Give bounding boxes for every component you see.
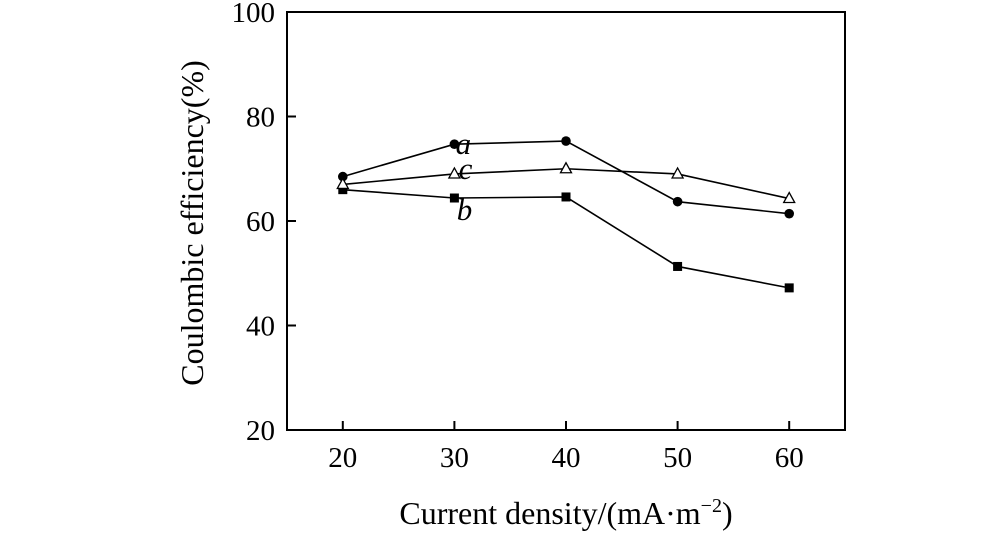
data-point-a	[672, 196, 683, 207]
x-tick-label: 30	[440, 442, 469, 474]
y-tick-label: 20	[246, 415, 275, 447]
series-a: a	[338, 126, 794, 219]
x-axis-title-close: )	[722, 495, 733, 531]
y-tick-label: 40	[246, 311, 275, 343]
series-b: b	[338, 185, 794, 293]
y-tick-label: 60	[246, 206, 275, 238]
data-point-b	[338, 185, 348, 195]
series-label-c: c	[459, 151, 473, 186]
plot-frame	[286, 11, 846, 431]
x-tick-label: 20	[328, 442, 357, 474]
series-label-a: a	[456, 126, 472, 161]
data-point-b	[561, 192, 571, 202]
x-tick-label: 60	[775, 442, 804, 474]
x-axis-title: Current density/(mA·m−2)	[399, 495, 732, 531]
data-point-a	[338, 171, 348, 182]
x-tick-label: 50	[663, 442, 692, 474]
data-point-a	[784, 208, 794, 219]
data-point-b	[673, 261, 683, 271]
y-tick-label: 80	[246, 102, 275, 134]
data-point-b	[449, 193, 459, 203]
plot-border	[286, 11, 846, 431]
data-point-c	[447, 166, 461, 179]
x-tick-label: 40	[552, 442, 581, 474]
x-axis-title-superscript: −2	[701, 495, 722, 517]
data-point-c	[559, 161, 573, 174]
axis-ticks: 20 30 40 50 60 20 40 60 80 100	[232, 0, 804, 474]
data-point-a	[449, 139, 460, 149]
data-point-a	[561, 136, 571, 146]
data-point-c	[671, 166, 685, 179]
series-c: c	[336, 151, 796, 204]
series-label-b: b	[457, 192, 473, 227]
data-point-c	[336, 177, 350, 190]
series-layer: abc	[336, 126, 796, 293]
data-point-b	[784, 283, 794, 293]
y-axis-title: Coulombic efficiency(%)	[174, 60, 210, 386]
data-point-c	[782, 191, 796, 204]
series-line-b	[342, 188, 790, 289]
x-axis-title-main: Current density/(mA·m	[399, 495, 700, 531]
y-tick-label: 100	[232, 0, 276, 29]
